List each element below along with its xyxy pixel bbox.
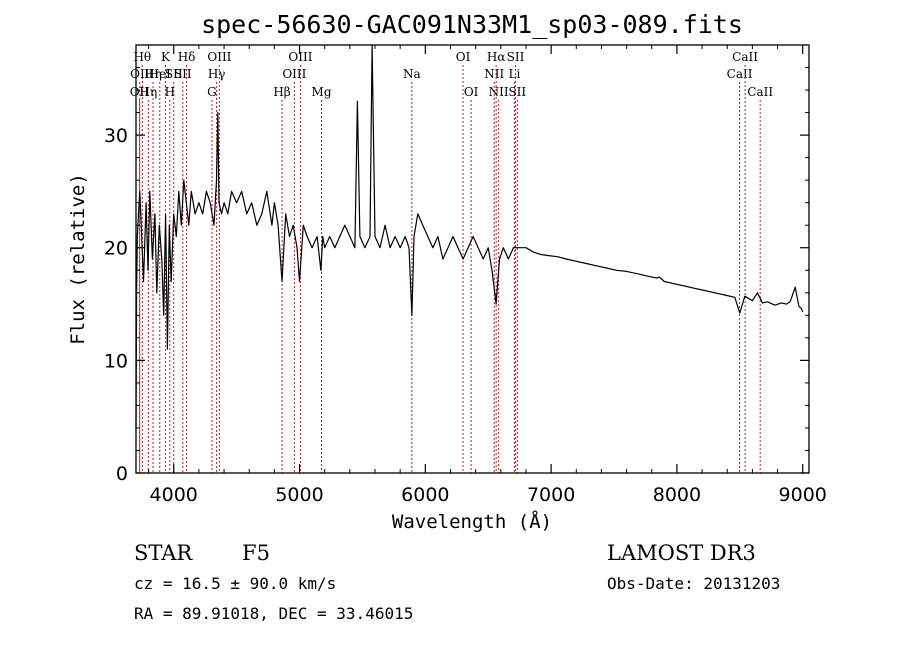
y-axis-label: Flux (relative) (67, 173, 89, 345)
spectral-line-label: Hα (487, 50, 506, 64)
spectral-line-label: Mg (312, 85, 332, 99)
x-axis-label: Wavelength (Å) (392, 510, 552, 533)
spectral-line-label: Hγ (208, 67, 226, 81)
spectral-line-label: SII (165, 67, 183, 81)
y-tick-label: 30 (104, 125, 128, 147)
spectral-line-label: Hβ (273, 85, 290, 99)
object-subclass: F5 (242, 541, 270, 565)
spectral-line-label: CaII (732, 50, 758, 64)
observation-date: Obs-Date: 20131203 (607, 574, 780, 593)
y-tick-label: 20 (104, 238, 128, 260)
spectral-line-label: Hη (144, 67, 162, 81)
plot-frame (135, 44, 810, 474)
spectral-line-label: CaII (727, 67, 753, 81)
coordinates: RA = 89.91018, DEC = 33.46015 (134, 604, 413, 623)
spectral-line-label: Hη (139, 85, 157, 99)
spectral-line-label: OIII (207, 50, 231, 64)
spectral-line-label: Li (508, 67, 520, 81)
spectrum-series-line (135, 44, 804, 428)
chart-title: spec-56630-GAC091N33M1_sp03-089.fits (201, 10, 743, 39)
object-class: STAR (134, 541, 193, 565)
spectral-line-label: OIII (282, 67, 306, 81)
x-axis-ticks: 4000 5000 6000 7000 8000 9000 (148, 45, 827, 506)
spectral-line-label: Na (403, 67, 421, 81)
spectral-line-label: OII (130, 85, 150, 99)
x-tick-label: 6000 (401, 484, 449, 506)
spectral-line-label: SII (508, 85, 526, 99)
survey-name: LAMOST DR3 (607, 541, 756, 565)
spectral-line-label: SII (174, 67, 192, 81)
spectral-line-label: CaII (747, 85, 773, 99)
spectral-line-label: OI (456, 50, 471, 64)
spectral-line-markers: HθOIIOIIHηHηHeIKHSIIHδSIIGHγOIIIHβOIIIOI… (130, 50, 773, 473)
y-tick-label: 0 (116, 463, 128, 485)
y-axis-ticks: 0 10 20 30 (104, 67, 809, 485)
x-tick-label: 4000 (150, 484, 198, 506)
x-tick-label: 8000 (653, 484, 701, 506)
spectral-line-label: OIII (288, 50, 312, 64)
y-tick-label: 10 (104, 350, 128, 372)
x-tick-label: 5000 (275, 484, 323, 506)
spectral-line-label: SII (507, 50, 525, 64)
spectral-line-label: NII (489, 85, 509, 99)
spectral-line-label: Hθ (133, 50, 151, 64)
x-tick-label: 7000 (527, 484, 575, 506)
redshift-velocity: cz = 16.5 ± 90.0 km/s (134, 574, 336, 593)
spectral-line-label: Hδ (178, 50, 196, 64)
spectral-line-label: K (161, 50, 171, 64)
spectral-line-label: NII (484, 67, 504, 81)
spectral-line-label: H (165, 85, 175, 99)
spectral-line-label: OI (464, 85, 479, 99)
x-tick-label: 9000 (779, 484, 827, 506)
spectral-line-label: OII (130, 67, 150, 81)
spectral-line-label: G (207, 85, 217, 99)
